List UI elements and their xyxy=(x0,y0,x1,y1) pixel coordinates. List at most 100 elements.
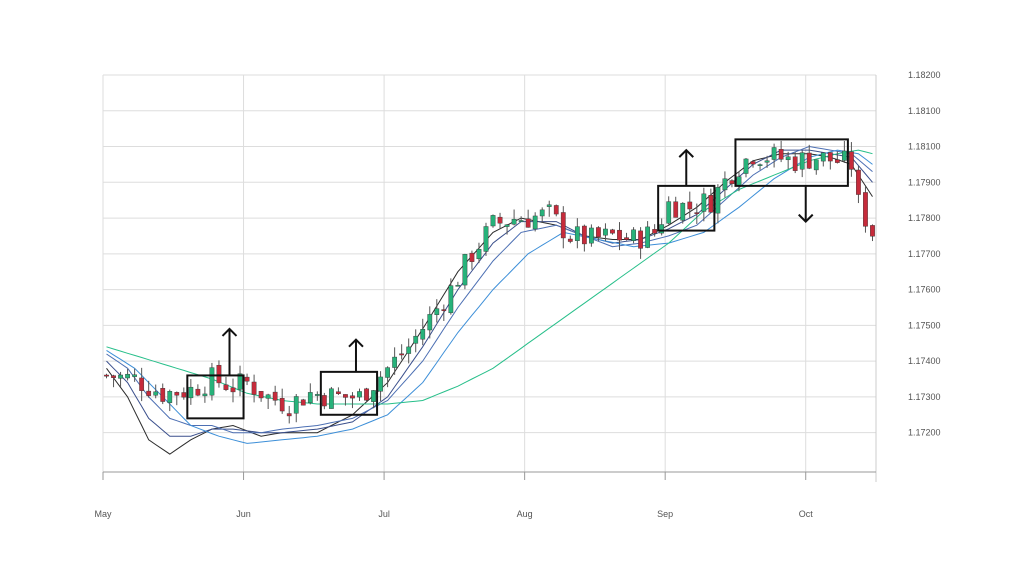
candle-body xyxy=(125,373,130,379)
candle-body xyxy=(511,218,517,225)
y-tick-label: 1.17700 xyxy=(908,249,941,259)
candle-body xyxy=(834,159,840,163)
candle-body xyxy=(673,201,679,218)
x-tick-label: Sep xyxy=(657,509,673,519)
candle-body xyxy=(589,227,594,244)
candle-body xyxy=(104,374,109,377)
x-tick-label: Aug xyxy=(517,509,533,519)
candle-body xyxy=(279,398,285,412)
candle-body xyxy=(645,226,650,248)
candle-body xyxy=(448,285,454,314)
candle-body xyxy=(174,392,180,396)
arrow-down-head xyxy=(798,213,814,224)
candle-body xyxy=(827,152,833,162)
candle-body xyxy=(406,346,412,354)
candle-body xyxy=(195,388,201,396)
candle-body xyxy=(230,387,236,393)
y-tick-label: 1.17400 xyxy=(908,356,941,366)
candle-body xyxy=(413,335,419,344)
candle-body xyxy=(167,391,173,403)
candle-body xyxy=(111,375,116,378)
candle-body xyxy=(631,229,636,241)
candle-body xyxy=(764,160,770,163)
candle-body xyxy=(729,180,735,184)
candle-body xyxy=(188,386,194,399)
candle-body xyxy=(617,229,622,241)
grid xyxy=(102,74,877,482)
candle-body xyxy=(265,394,271,399)
y-tick-label: 1.17800 xyxy=(908,213,941,223)
y-tick-label: 1.17600 xyxy=(908,285,941,295)
y-tick-label: 1.18100 xyxy=(908,106,941,116)
candle-body xyxy=(870,225,875,237)
y-tick-label: 1.17500 xyxy=(908,320,941,330)
candle-body xyxy=(581,225,587,245)
candle-body xyxy=(216,364,222,384)
candle-body xyxy=(841,150,847,161)
candle-body xyxy=(202,393,208,397)
candle-body xyxy=(680,202,686,221)
candle-body xyxy=(139,377,145,391)
y-tick-label: 1.17900 xyxy=(908,177,941,187)
candle-body xyxy=(258,391,264,399)
candle-body xyxy=(708,195,714,213)
candle-body xyxy=(603,228,608,236)
candle-body xyxy=(652,229,658,234)
candle-body xyxy=(237,373,243,390)
candle-body xyxy=(385,367,390,378)
candle-body xyxy=(286,413,292,417)
candle-body xyxy=(849,151,854,170)
candle-body xyxy=(610,229,615,234)
candle-body xyxy=(462,254,468,286)
candle-body xyxy=(792,156,798,171)
candle-body xyxy=(321,395,327,407)
candle-body xyxy=(427,314,433,331)
candle-body xyxy=(350,395,355,399)
candle-body xyxy=(153,391,159,396)
candle-body xyxy=(251,381,257,395)
candle-body xyxy=(314,394,320,396)
candle-body xyxy=(469,252,475,262)
x-tick-label: Oct xyxy=(799,509,814,519)
moving-average-line xyxy=(106,149,873,444)
candle-body xyxy=(420,329,426,340)
moving-average-line xyxy=(106,145,873,434)
candle-body xyxy=(244,376,250,382)
candle-body xyxy=(223,384,229,390)
candle-body xyxy=(659,224,665,234)
candle-body xyxy=(525,218,531,228)
candle-body xyxy=(722,178,728,191)
candle-body xyxy=(666,201,672,224)
candle-body xyxy=(771,147,777,160)
candle-body xyxy=(596,227,601,238)
candle-body xyxy=(307,392,313,404)
candle-body xyxy=(687,201,693,210)
candle-body xyxy=(546,204,552,207)
axes: 1.18200 1.18100 1.18100 1.17900 1.17800 1.177… xyxy=(94,70,940,519)
candle-body xyxy=(378,376,383,392)
candle-body xyxy=(624,237,629,240)
candle-body xyxy=(560,212,566,239)
candle-body xyxy=(701,193,707,212)
y-tick-label: 1.17300 xyxy=(908,392,941,402)
candle-body xyxy=(574,226,580,241)
candle-body xyxy=(357,391,362,398)
candle-body xyxy=(743,158,749,174)
candle-body xyxy=(490,215,496,227)
x-tick-label: May xyxy=(94,509,112,519)
y-tick-label: 1.18100 xyxy=(908,142,941,152)
candle-body xyxy=(785,156,791,161)
candle-body xyxy=(863,192,868,227)
candle-body xyxy=(434,308,440,315)
candle-body xyxy=(504,224,510,227)
candle-body xyxy=(209,367,215,396)
candle-body xyxy=(856,169,861,195)
candle-body xyxy=(518,220,524,222)
annotation-box xyxy=(319,370,379,416)
arrow-up-head xyxy=(348,338,364,348)
candle-body xyxy=(371,390,376,402)
candle-body xyxy=(638,230,643,249)
candle-body xyxy=(806,152,812,169)
arrow-up-head xyxy=(221,327,238,337)
annotation-box xyxy=(186,374,245,420)
